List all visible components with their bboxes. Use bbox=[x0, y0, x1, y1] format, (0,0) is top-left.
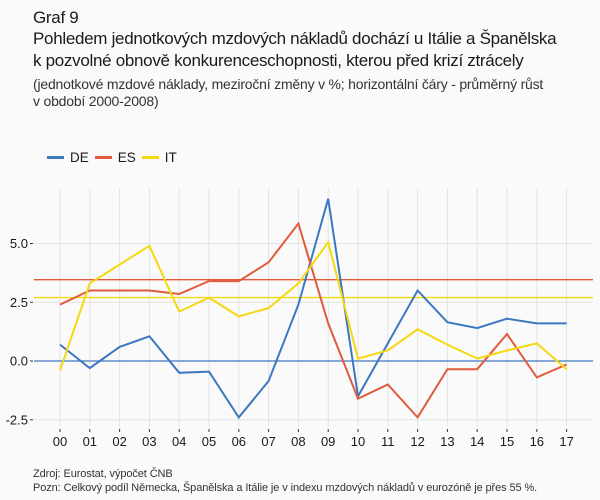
legend-label-it: IT bbox=[164, 150, 177, 165]
x-tick-label: 13 bbox=[440, 434, 454, 449]
legend-item-de: DE bbox=[47, 150, 89, 165]
legend-label-de: DE bbox=[70, 150, 89, 165]
x-tick-label: 15 bbox=[500, 434, 514, 449]
legend-item-it: IT bbox=[141, 150, 177, 165]
y-tick-label: 0.0 bbox=[10, 354, 28, 369]
x-tick-label: 08 bbox=[291, 434, 305, 449]
legend-item-es: ES bbox=[94, 150, 136, 165]
x-tick-label: 06 bbox=[232, 434, 246, 449]
x-tick-label: 12 bbox=[410, 434, 424, 449]
x-tick-label: 14 bbox=[470, 434, 484, 449]
x-tick-label: 17 bbox=[559, 434, 573, 449]
x-tick-label: 04 bbox=[172, 434, 186, 449]
chart-title-line-1: Pohledem jednotkových mzdových nákladů d… bbox=[33, 29, 557, 48]
series-line-it bbox=[59, 239, 568, 371]
y-tick-label: 2.5 bbox=[10, 295, 28, 310]
series-line-es bbox=[59, 221, 567, 420]
x-tick-label: 16 bbox=[530, 434, 544, 449]
legend-swatch-es bbox=[94, 156, 112, 159]
source-note: Zdroj: Eurostat, výpočet ČNB bbox=[33, 468, 173, 480]
chart-footer: Zdroj: Eurostat, výpočet ČNB Pozn: Celko… bbox=[33, 467, 537, 495]
series-lines bbox=[59, 198, 568, 420]
chart-subtitle-line-2: v období 2000-2008) bbox=[33, 93, 159, 109]
x-tick-label: 02 bbox=[112, 434, 126, 449]
series-line-de bbox=[59, 198, 567, 420]
chart-number: Graf 9 bbox=[33, 8, 79, 27]
chart-header: Graf 9 Pohledem jednotkových mzdových ná… bbox=[33, 7, 593, 110]
legend-label-es: ES bbox=[117, 150, 136, 165]
x-tick-label: 09 bbox=[321, 434, 335, 449]
x-tick-label: 11 bbox=[381, 434, 395, 449]
y-tick-label: -2.5 bbox=[6, 412, 28, 427]
x-tick-label: 00 bbox=[53, 434, 67, 449]
x-tick-label: 01 bbox=[83, 434, 97, 449]
footnote: Pozn: Celkový podíl Německa, Španělska a… bbox=[33, 482, 538, 494]
grid bbox=[34, 188, 593, 427]
x-tick-label: 07 bbox=[261, 434, 275, 449]
x-tick-label: 05 bbox=[202, 434, 216, 449]
x-tick-label: 10 bbox=[351, 434, 365, 449]
legend-swatch-de bbox=[47, 156, 64, 159]
chart-title-line-2: k pozvolné obnově konkurenceschopnosti, … bbox=[33, 51, 524, 70]
x-tick-label: 03 bbox=[142, 434, 156, 449]
chart-subtitle-line-1: (jednotkové mzdové náklady, meziroční zm… bbox=[33, 76, 544, 92]
legend-swatch-it bbox=[141, 156, 159, 159]
average-lines bbox=[34, 279, 593, 362]
axes: 00 01 02 03 04 05 06 07 08 09 10 11 12 13 14 15 16 17 -2.5… bbox=[6, 236, 574, 449]
y-tick-label: 5.0 bbox=[10, 236, 28, 251]
legend: DE ES IT bbox=[47, 150, 183, 165]
